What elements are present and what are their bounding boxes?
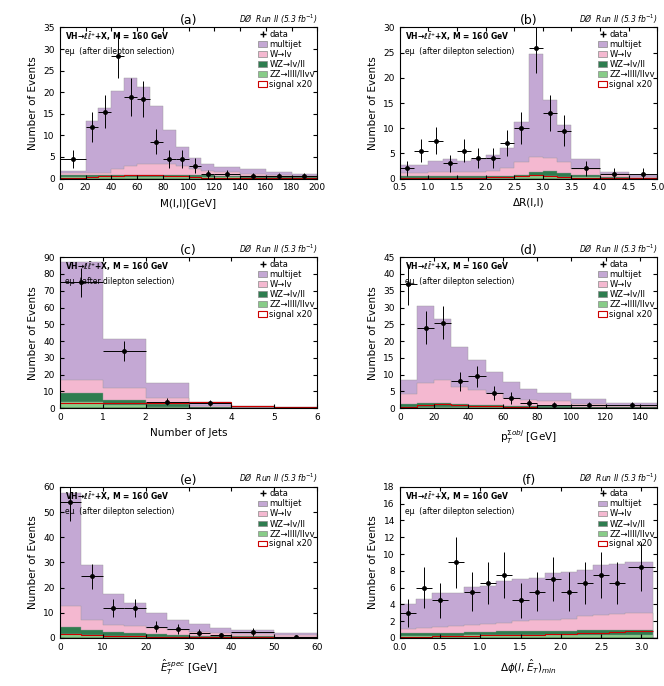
X-axis label: p$_{T}^{\Sigma obj}$ [GeV]: p$_{T}^{\Sigma obj}$ [GeV] [500, 427, 557, 446]
Text: DØ  Run II (5.3 fb$^{-1}$): DØ Run II (5.3 fb$^{-1}$) [579, 12, 657, 26]
Y-axis label: Number of Events: Number of Events [368, 56, 378, 150]
Text: VH→ℓ$\bar{\ell}$⁺+X, M = 160 GeV: VH→ℓ$\bar{\ell}$⁺+X, M = 160 GeV [405, 30, 509, 43]
Legend: data, multijet, W→lv, WZ→lv/ll, ZZ→llll/llvv, signal x20: data, multijet, W→lv, WZ→lv/ll, ZZ→llll/… [598, 488, 655, 549]
Legend: data, multijet, W→lv, WZ→lv/ll, ZZ→llll/llvv, signal x20: data, multijet, W→lv, WZ→lv/ll, ZZ→llll/… [258, 259, 315, 320]
X-axis label: ΔR(l,l): ΔR(l,l) [513, 198, 544, 208]
Y-axis label: Number of Events: Number of Events [368, 516, 378, 609]
Y-axis label: Number of Events: Number of Events [368, 286, 378, 379]
Text: VH→ℓ$\bar{\ell}$⁺+X, M = 160 GeV: VH→ℓ$\bar{\ell}$⁺+X, M = 160 GeV [65, 30, 169, 43]
Legend: data, multijet, W→lv, WZ→lv/ll, ZZ→llll/llvv, signal x20: data, multijet, W→lv, WZ→lv/ll, ZZ→llll/… [598, 29, 655, 90]
Text: eμ  (after dilepton selection): eμ (after dilepton selection) [405, 276, 515, 286]
Text: DØ  Run II (5.3 fb$^{-1}$): DØ Run II (5.3 fb$^{-1}$) [239, 472, 317, 486]
Title: (c): (c) [180, 244, 197, 257]
Text: VH→ℓ$\bar{\ell}$⁺+X, M = 160 GeV: VH→ℓ$\bar{\ell}$⁺+X, M = 160 GeV [65, 490, 169, 503]
Text: eμ  (after dilepton selection): eμ (after dilepton selection) [405, 506, 515, 515]
X-axis label: $\hat{E}_{T}^{spec}$ [GeV]: $\hat{E}_{T}^{spec}$ [GeV] [159, 657, 218, 676]
X-axis label: Number of Jets: Number of Jets [150, 427, 227, 438]
Text: eμ  (after dilepton selection): eμ (after dilepton selection) [65, 276, 174, 286]
Text: DØ  Run II (5.3 fb$^{-1}$): DØ Run II (5.3 fb$^{-1}$) [579, 472, 657, 486]
Title: (b): (b) [520, 14, 537, 27]
Title: (f): (f) [521, 474, 536, 487]
Y-axis label: Number of Events: Number of Events [28, 286, 38, 379]
Text: VH→ℓ$\bar{\ell}$⁺+X, M = 160 GeV: VH→ℓ$\bar{\ell}$⁺+X, M = 160 GeV [65, 260, 169, 273]
Legend: data, multijet, W→lv, WZ→lv/ll, ZZ→llll/llvv, signal x20: data, multijet, W→lv, WZ→lv/ll, ZZ→llll/… [598, 259, 655, 320]
Text: DØ  Run II (5.3 fb$^{-1}$): DØ Run II (5.3 fb$^{-1}$) [239, 12, 317, 26]
Text: VH→ℓ$\bar{\ell}$⁺+X, M = 160 GeV: VH→ℓ$\bar{\ell}$⁺+X, M = 160 GeV [405, 260, 509, 273]
Text: eμ  (after dilepton selection): eμ (after dilepton selection) [65, 506, 174, 515]
Y-axis label: Number of Events: Number of Events [28, 516, 38, 609]
X-axis label: $\Delta\phi(l,\hat{E}_{T})_{min}$: $\Delta\phi(l,\hat{E}_{T})_{min}$ [500, 657, 557, 676]
Text: VH→ℓ$\bar{\ell}$⁺+X, M = 160 GeV: VH→ℓ$\bar{\ell}$⁺+X, M = 160 GeV [405, 490, 509, 503]
Text: DØ  Run II (5.3 fb$^{-1}$): DØ Run II (5.3 fb$^{-1}$) [239, 242, 317, 256]
Text: DØ  Run II (5.3 fb$^{-1}$): DØ Run II (5.3 fb$^{-1}$) [579, 242, 657, 256]
Title: (e): (e) [180, 474, 197, 487]
Text: eμ  (after dilepton selection): eμ (after dilepton selection) [405, 47, 515, 56]
Y-axis label: Number of Events: Number of Events [28, 56, 38, 150]
Title: (a): (a) [180, 14, 197, 27]
X-axis label: M(l,l)[GeV]: M(l,l)[GeV] [161, 198, 216, 208]
Legend: data, multijet, W→lv, WZ→lv/ll, ZZ→llll/llvv, signal x20: data, multijet, W→lv, WZ→lv/ll, ZZ→llll/… [258, 488, 315, 549]
Title: (d): (d) [520, 244, 537, 257]
Text: eμ  (after dilepton selection): eμ (after dilepton selection) [65, 47, 174, 56]
Legend: data, multijet, W→lv, WZ→lv/ll, ZZ→llll/llvv, signal x20: data, multijet, W→lv, WZ→lv/ll, ZZ→llll/… [258, 29, 315, 90]
